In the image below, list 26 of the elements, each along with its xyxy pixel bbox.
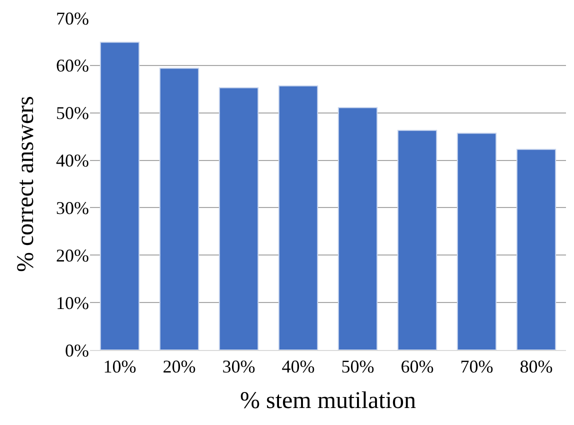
x-tick-label: 70% bbox=[460, 356, 494, 377]
bar bbox=[278, 85, 318, 350]
y-tick-label: 0% bbox=[65, 340, 89, 360]
bar bbox=[218, 87, 259, 350]
x-tick-label: 10% bbox=[103, 356, 136, 377]
bar bbox=[516, 148, 556, 350]
x-tick-label: 30% bbox=[222, 356, 256, 377]
bar bbox=[100, 42, 140, 350]
x-tick-label: 60% bbox=[400, 356, 434, 377]
y-tick-label: 40% bbox=[56, 150, 89, 171]
y-tick-label: 50% bbox=[56, 103, 89, 124]
bar bbox=[397, 130, 438, 350]
bar bbox=[456, 132, 497, 350]
y-tick-label: 70% bbox=[56, 8, 89, 28]
x-tick-label: 40% bbox=[282, 356, 315, 377]
y-tick-label: 10% bbox=[56, 292, 89, 313]
x-tick-label: 20% bbox=[162, 356, 196, 377]
y-tick-label: 60% bbox=[56, 56, 89, 76]
x-axis-title: % stem mutilation bbox=[240, 388, 416, 414]
y-tick-label: 30% bbox=[56, 198, 89, 218]
y-tick-label: 20% bbox=[56, 245, 89, 266]
x-tick-label: 80% bbox=[520, 356, 553, 377]
x-tick-label: 50% bbox=[341, 356, 374, 377]
bar bbox=[338, 107, 378, 350]
y-axis-title: % correct answers bbox=[13, 96, 40, 272]
bar bbox=[159, 68, 200, 350]
